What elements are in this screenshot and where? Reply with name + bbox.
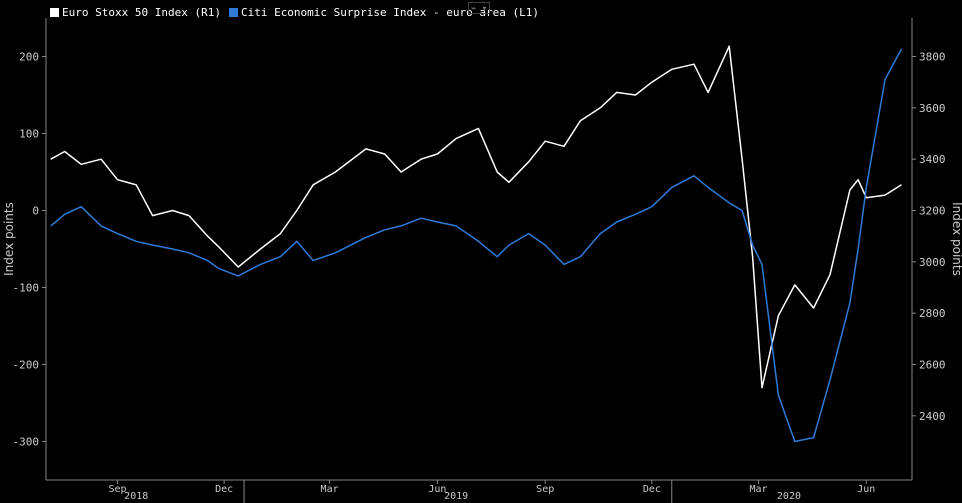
series-line-surprise	[50, 48, 903, 443]
right-tick-label: 3800	[919, 51, 946, 64]
series-line-stoxx	[50, 45, 902, 389]
legend-label-stoxx: Euro Stoxx 50 Index (R1)	[62, 6, 221, 19]
legend-item-stoxx[interactable]: Euro Stoxx 50 Index (R1)	[50, 6, 221, 19]
x-month-label: Jun	[428, 484, 446, 495]
x-month-label: Dec	[643, 484, 661, 495]
y-axis-label-left: Index points	[1, 202, 16, 276]
axes	[45, 18, 913, 481]
line-chart-icon[interactable]: ⌁ ▾	[468, 2, 490, 14]
y-axis-label-right: Index points	[949, 202, 962, 276]
right-tick-label: 3000	[919, 256, 946, 269]
legend-swatch-stoxx	[50, 8, 59, 17]
legend-item-surprise[interactable]: Citi Economic Surprise Index - euro area…	[228, 6, 539, 19]
x-year-label: 2020	[777, 491, 801, 502]
x-axis-ticks: Sep Dec Mar Jun Sep Dec Mar Jun 2018 2019 2020	[108, 480, 875, 503]
right-tick-label: 2400	[919, 410, 946, 423]
x-month-label: Sep	[536, 484, 554, 495]
left-tick-label: -200	[13, 359, 40, 372]
right-tick-label: 3200	[919, 205, 946, 218]
left-tick-label: -100	[13, 282, 40, 295]
left-axis-ticks: 200 100 0 -100 -200 -300	[13, 51, 46, 449]
right-tick-label: 2600	[919, 359, 946, 372]
x-year-label: 2018	[124, 491, 148, 502]
series-layer	[50, 45, 903, 443]
x-month-label: Dec	[215, 484, 233, 495]
right-tick-label: 3600	[919, 102, 946, 115]
left-tick-label: 0	[32, 205, 39, 218]
x-year-label: 2019	[444, 491, 468, 502]
right-tick-label: 3400	[919, 153, 946, 166]
legend-swatch-surprise	[228, 8, 238, 17]
x-month-label: Sep	[108, 484, 126, 495]
left-tick-label: -300	[13, 436, 40, 449]
legend: Euro Stoxx 50 Index (R1) Citi Economic S…	[50, 6, 539, 19]
x-month-label: Mar	[321, 484, 339, 495]
left-tick-label: 200	[19, 51, 39, 64]
right-axis-ticks: 3800 3600 3400 3200 3000 2800 2600 2400	[912, 51, 946, 423]
right-tick-label: 2800	[919, 307, 946, 320]
x-month-label: Mar	[749, 484, 767, 495]
left-tick-label: 100	[19, 128, 39, 141]
x-month-label: Jun	[857, 484, 875, 495]
legend-label-surprise: Citi Economic Surprise Index - euro area…	[240, 6, 539, 19]
